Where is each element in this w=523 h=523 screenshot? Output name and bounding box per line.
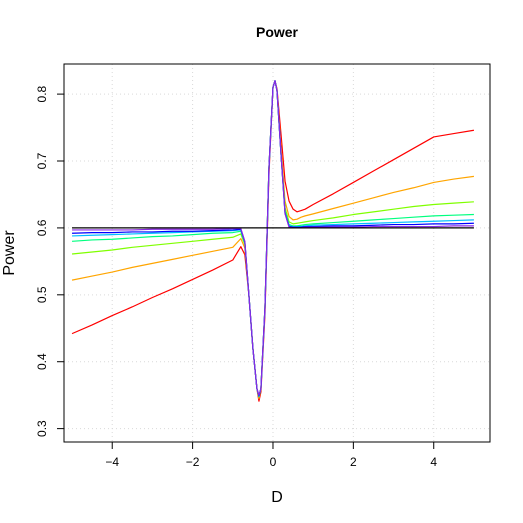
series-line-7 xyxy=(72,80,474,396)
y-tick-label: 0.4 xyxy=(35,353,49,370)
chart-title: Power xyxy=(256,24,299,40)
series-lines xyxy=(71,80,475,402)
y-axis-label: Power xyxy=(1,230,18,276)
x-tick-label: −4 xyxy=(105,455,119,469)
x-tick-label: 4 xyxy=(430,455,437,469)
x-axis: −4 −2 0 2 4 xyxy=(105,441,437,469)
y-tick-label: 0.8 xyxy=(35,85,49,102)
x-tick-label: 2 xyxy=(350,455,357,469)
x-tick-label: 0 xyxy=(270,455,277,469)
y-tick-label: 0.3 xyxy=(35,420,49,437)
y-axis: 0.3 0.4 0.5 0.6 0.7 0.8 xyxy=(35,85,65,437)
grid-lines xyxy=(64,64,490,442)
y-tick-label: 0.5 xyxy=(35,286,49,303)
y-tick-label: 0.7 xyxy=(35,152,49,169)
x-axis-label: D xyxy=(271,489,283,506)
x-tick-label: −2 xyxy=(186,455,200,469)
y-tick-label: 0.6 xyxy=(35,219,49,236)
plot-frame xyxy=(63,63,491,443)
